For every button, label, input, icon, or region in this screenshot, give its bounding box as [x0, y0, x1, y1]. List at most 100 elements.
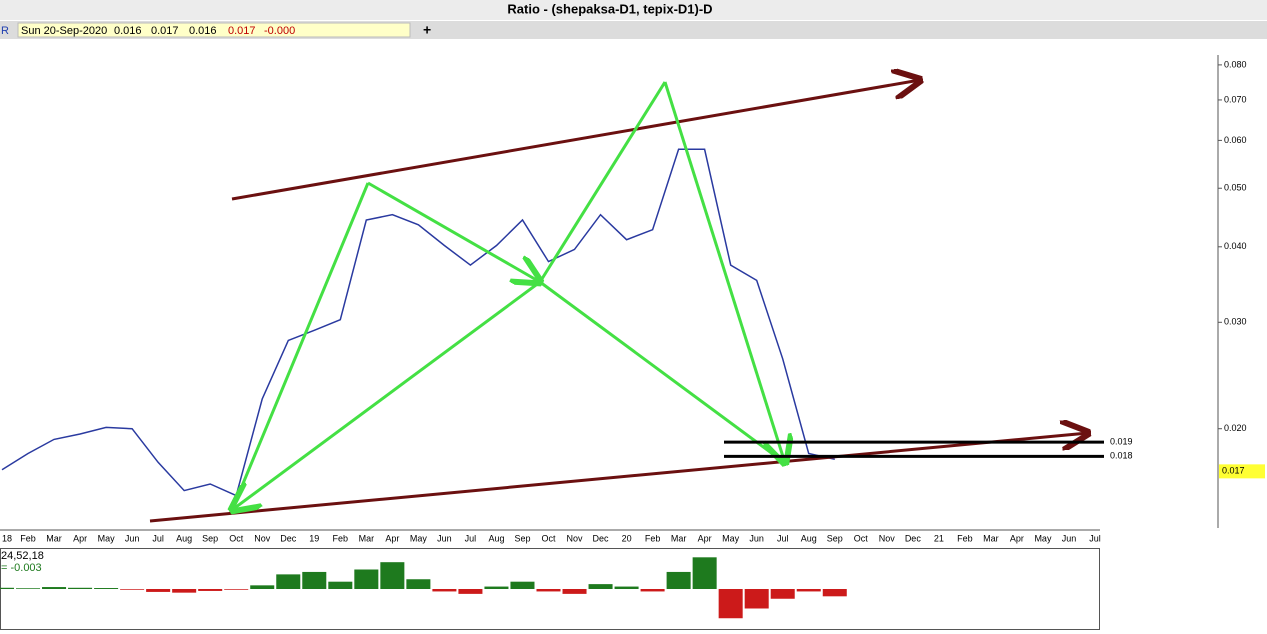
x-tick-label: Apr: [385, 533, 399, 543]
histogram-bar: [302, 571, 327, 589]
x-tick-label: 21: [934, 533, 944, 543]
info-low: 0.016: [189, 25, 217, 37]
pattern-leg: [232, 280, 541, 510]
histogram-bar: [510, 581, 535, 589]
x-tick-label: Oct: [541, 533, 556, 543]
histogram-bar: [224, 589, 249, 590]
pattern-leg: [230, 182, 370, 511]
x-tick-label: Feb: [20, 533, 36, 543]
x-tick-label: Feb: [957, 533, 973, 543]
x-tick-label: May: [1034, 533, 1052, 543]
x-tick-label: Sep: [827, 533, 843, 543]
x-tick-label: May: [98, 533, 116, 543]
info-date: Sun 20-Sep-2020: [21, 25, 107, 37]
x-tick-label: Jun: [749, 533, 764, 543]
x-tick-label: 20: [622, 533, 632, 543]
histogram-bar: [588, 584, 613, 589]
x-tick-label: Sep: [514, 533, 530, 543]
indicator-value: = -0.003: [1, 562, 42, 574]
x-tick-label: Mar: [46, 533, 62, 543]
level-label: 0.019: [1110, 437, 1133, 447]
histogram-bar: [250, 585, 275, 589]
histogram-bar: [640, 589, 665, 592]
y-tick-label: 0.080: [1224, 59, 1247, 69]
title-bar: [0, 0, 1267, 20]
histogram-bar: [68, 587, 93, 589]
trend-line: [149, 433, 1088, 523]
y-tick-label: 0.020: [1224, 423, 1247, 433]
x-tick-label: Mar: [983, 533, 999, 543]
x-tick-label: 18: [2, 533, 12, 543]
histogram-bar: [614, 586, 639, 589]
window-title: Ratio - (shepaksa-D1, tepix-D1)-D: [507, 1, 712, 16]
price-line: [1, 148, 835, 497]
histogram-bar: [276, 574, 301, 589]
histogram-bar: [458, 589, 483, 594]
histogram-bar: [536, 589, 561, 592]
histogram-bar: [744, 589, 769, 609]
x-tick-label: Aug: [176, 533, 192, 543]
x-tick-label: Jul: [152, 533, 164, 543]
x-tick-label: Oct: [229, 533, 244, 543]
x-tick-label: May: [722, 533, 740, 543]
x-tick-label: Aug: [488, 533, 504, 543]
x-tick-label: Aug: [801, 533, 817, 543]
histogram-bar: [328, 581, 353, 589]
y-tick-label: 0.060: [1224, 135, 1247, 145]
histogram-bar: [406, 579, 431, 589]
histogram-bar: [42, 587, 67, 589]
x-tick-label: Feb: [645, 533, 661, 543]
x-tick-label: Dec: [905, 533, 922, 543]
histogram-bar: [380, 562, 405, 589]
histogram-bar: [692, 557, 717, 589]
y-tick-label: 0.050: [1224, 183, 1247, 193]
pattern-leg: [663, 81, 785, 463]
last-price-label: 0.017: [1222, 466, 1245, 476]
x-tick-label: Apr: [1010, 533, 1024, 543]
last-price-tag: [1219, 464, 1265, 479]
histogram-bar: [94, 588, 119, 589]
histogram-bar: [770, 589, 795, 599]
x-tick-label: Nov: [567, 533, 584, 543]
indicator-label: 24,52,18: [1, 550, 44, 562]
x-tick-label: Jun: [125, 533, 140, 543]
pattern-leg: [539, 280, 786, 465]
x-tick-label: Apr: [73, 533, 87, 543]
histogram-bar: [666, 571, 691, 589]
y-tick-label: 0.030: [1224, 317, 1247, 327]
x-tick-label: Nov: [254, 533, 271, 543]
info-change: -0.000: [264, 25, 295, 37]
info-high: 0.017: [151, 25, 179, 37]
x-tick-label: Jun: [1062, 533, 1077, 543]
x-tick-label: Jul: [1089, 533, 1101, 543]
histogram-bar: [796, 589, 821, 592]
x-tick-label: Sep: [202, 533, 218, 543]
x-tick-label: Dec: [280, 533, 297, 543]
histogram-bar: [120, 589, 145, 590]
x-tick-label: Jun: [437, 533, 452, 543]
trend-line: [231, 80, 920, 201]
histogram-bar: [0, 587, 15, 589]
histogram-bar: [354, 569, 379, 589]
x-tick-label: Mar: [671, 533, 687, 543]
info-box: [17, 22, 411, 38]
symbol: R: [1, 25, 9, 37]
x-tick-label: Jul: [465, 533, 477, 543]
add-button[interactable]: +: [423, 22, 431, 38]
info-open: 0.016: [114, 25, 142, 37]
histogram-bar: [432, 589, 457, 592]
drawings: [149, 80, 1088, 523]
level-label: 0.018: [1110, 451, 1133, 461]
x-tick-label: Mar: [359, 533, 375, 543]
info-close: 0.017: [228, 25, 256, 37]
histogram-bar: [198, 589, 223, 591]
x-tick-label: Nov: [879, 533, 896, 543]
histogram-bar: [172, 589, 197, 593]
x-tick-label: Feb: [333, 533, 349, 543]
x-tick-label: Jul: [777, 533, 789, 543]
histogram-bar: [562, 589, 587, 594]
x-tick-label: Dec: [593, 533, 610, 543]
x-tick-label: May: [410, 533, 428, 543]
y-tick-label: 0.040: [1224, 241, 1247, 251]
